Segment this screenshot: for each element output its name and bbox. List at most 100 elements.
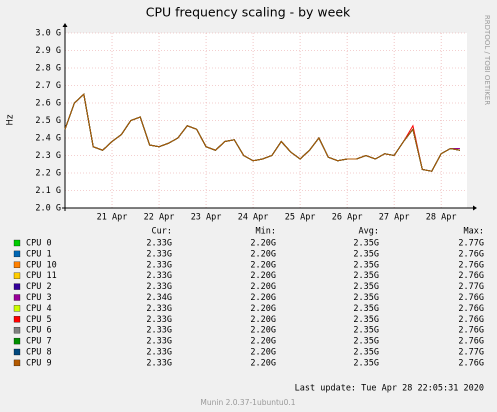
legend-min: 2.20G xyxy=(250,358,276,368)
y-tick-label: 2.3 G xyxy=(35,151,61,161)
legend-avg: 2.35G xyxy=(353,293,379,303)
legend-label: CPU 11 xyxy=(26,271,57,281)
legend-min: 2.20G xyxy=(250,260,276,270)
legend-max: 2.76G xyxy=(458,358,484,368)
legend-swatch xyxy=(13,316,21,323)
legend-min: 2.20G xyxy=(250,348,276,358)
legend-max: 2.76G xyxy=(458,293,484,303)
legend-label: CPU 10 xyxy=(26,260,57,270)
y-tick-label: 3.0 G xyxy=(35,29,61,39)
legend-min: 2.20G xyxy=(250,337,276,347)
y-axis-label: Hz xyxy=(6,114,16,125)
legend-cur: 2.33G xyxy=(146,271,172,281)
column-header: Avg: xyxy=(359,227,379,237)
legend-label: CPU 5 xyxy=(26,315,52,325)
column-header: Max: xyxy=(464,227,484,237)
legend-avg: 2.35G xyxy=(353,315,379,325)
y-tick-label: 2.5 G xyxy=(35,116,61,126)
legend-label: CPU 0 xyxy=(26,239,52,249)
series-line xyxy=(64,93,461,172)
y-tick-label: 2.0 G xyxy=(35,204,61,214)
legend-swatch xyxy=(13,359,21,367)
legend-max: 2.76G xyxy=(458,271,484,281)
legend-avg: 2.35G xyxy=(353,282,379,292)
legend-swatch xyxy=(13,337,21,345)
legend-cur: 2.33G xyxy=(146,348,172,358)
column-header: Min: xyxy=(256,227,276,237)
legend-cur: 2.33G xyxy=(146,326,172,336)
x-tick-label: 21 Apr xyxy=(97,213,128,223)
legend-avg: 2.35G xyxy=(353,348,379,358)
x-tick-label: 26 Apr xyxy=(332,213,363,223)
x-tick-label: 24 Apr xyxy=(238,213,269,223)
legend-max: 2.76G xyxy=(458,260,484,270)
legend-min: 2.20G xyxy=(250,271,276,281)
y-tick-label: 2.1 G xyxy=(35,186,61,196)
x-tick-label: 25 Apr xyxy=(285,213,316,223)
axis-arrow xyxy=(62,23,68,27)
legend-max: 2.77G xyxy=(458,239,484,249)
legend-label: CPU 3 xyxy=(26,293,52,303)
legend-swatch xyxy=(13,348,21,356)
legend-max: 2.76G xyxy=(458,315,484,325)
legend-cur: 2.33G xyxy=(146,249,172,259)
legend-cur: 2.33G xyxy=(146,239,172,249)
legend-cur: 2.34G xyxy=(146,293,172,303)
legend-label: CPU 9 xyxy=(26,358,52,368)
legend-swatch xyxy=(13,294,21,301)
legend-max: 2.77G xyxy=(458,348,484,358)
legend-label: CPU 2 xyxy=(26,282,52,292)
legend-min: 2.20G xyxy=(250,249,276,259)
legend-min: 2.20G xyxy=(250,239,276,249)
x-tick-label: 22 Apr xyxy=(144,213,175,223)
y-tick-label: 2.8 G xyxy=(35,64,61,74)
x-tick-label: 28 Apr xyxy=(426,213,457,223)
legend-min: 2.20G xyxy=(250,304,276,314)
column-header: Cur: xyxy=(152,227,172,237)
legend-avg: 2.35G xyxy=(353,304,379,314)
legend-label: CPU 7 xyxy=(26,337,52,347)
legend-swatch xyxy=(13,327,21,334)
y-tick-label: 2.9 G xyxy=(35,46,61,56)
legend-avg: 2.35G xyxy=(353,260,379,270)
legend-avg: 2.35G xyxy=(353,239,379,249)
legend-max: 2.76G xyxy=(458,304,484,314)
legend-avg: 2.35G xyxy=(353,326,379,336)
legend-max: 2.76G xyxy=(458,249,484,259)
legend-min: 2.20G xyxy=(250,282,276,292)
chart-title: CPU frequency scaling - by week xyxy=(146,5,351,20)
legend-max: 2.76G xyxy=(458,337,484,347)
y-tick-label: 2.7 G xyxy=(35,81,61,91)
legend-avg: 2.35G xyxy=(353,358,379,368)
legend-cur: 2.33G xyxy=(146,337,172,347)
legend-swatch xyxy=(13,261,21,268)
legend-cur: 2.33G xyxy=(146,304,172,314)
legend-cur: 2.33G xyxy=(146,260,172,270)
legend-cur: 2.33G xyxy=(146,282,172,292)
legend-label: CPU 6 xyxy=(26,326,52,336)
watermark: RRDTOOL / TOBI OETIKER xyxy=(483,15,491,105)
legend-avg: 2.35G xyxy=(353,249,379,259)
legend-swatch xyxy=(13,272,21,279)
legend-min: 2.20G xyxy=(250,326,276,336)
x-tick-label: 23 Apr xyxy=(191,213,222,223)
legend-min: 2.20G xyxy=(250,315,276,325)
legend-swatch xyxy=(13,250,21,258)
legend-label: CPU 8 xyxy=(26,348,52,358)
legend-min: 2.20G xyxy=(250,293,276,303)
legend-label: CPU 4 xyxy=(26,304,52,314)
legend-max: 2.76G xyxy=(458,326,484,336)
legend-cur: 2.33G xyxy=(146,358,172,368)
y-tick-label: 2.2 G xyxy=(35,169,61,179)
axis-arrow xyxy=(473,205,477,211)
legend-swatch xyxy=(13,239,21,247)
last-update: Last update: Tue Apr 28 22:05:31 2020 xyxy=(295,384,484,394)
y-tick-label: 2.6 G xyxy=(35,99,61,109)
x-tick-label: 27 Apr xyxy=(379,213,410,223)
legend-max: 2.77G xyxy=(458,282,484,292)
legend-cur: 2.33G xyxy=(146,315,172,325)
legend-avg: 2.35G xyxy=(353,271,379,281)
y-tick-label: 2.4 G xyxy=(35,134,61,144)
legend-avg: 2.35G xyxy=(353,337,379,347)
